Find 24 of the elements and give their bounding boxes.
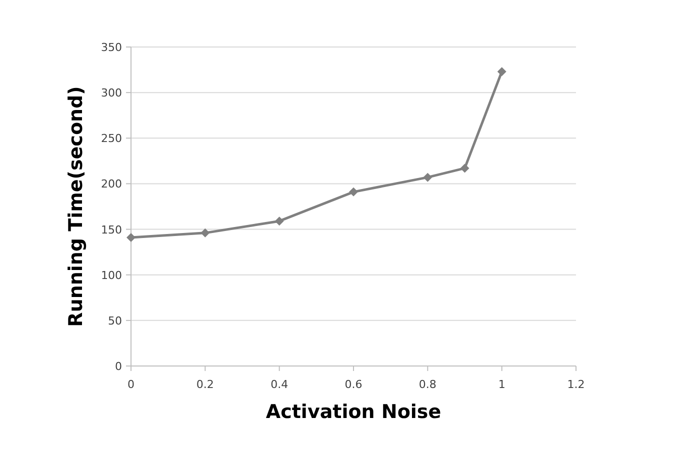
point [200, 228, 210, 238]
point [460, 164, 470, 173]
point [126, 232, 136, 242]
point [349, 187, 358, 196]
x-tick-label: 1 [498, 378, 506, 391]
point [497, 67, 506, 76]
y-axis-title: Running Time(second) [65, 86, 87, 327]
y-tick-label: 250 [101, 132, 122, 146]
x-tick-label: 0.2 [196, 378, 214, 391]
y-tick-label: 150 [101, 223, 122, 236]
point [423, 172, 432, 182]
y-tick-label: 300 [101, 86, 122, 100]
x-tick-label: 0.6 [344, 378, 362, 391]
y-tick-label: 0 [115, 360, 122, 373]
x-tick-label: 0 [128, 378, 134, 391]
y-tick-label: 50 [108, 314, 122, 328]
x-axis-title: Activation Noise [266, 401, 442, 423]
x-tick-label: 1.2 [567, 378, 585, 391]
x-tick-label: 0.4 [270, 378, 288, 391]
y-tick-label: 200 [101, 178, 122, 191]
y-tick-label: 350 [101, 41, 122, 54]
point [274, 216, 284, 226]
x-tick-label: 0.8 [418, 378, 436, 391]
y-tick-label: 100 [101, 268, 122, 282]
